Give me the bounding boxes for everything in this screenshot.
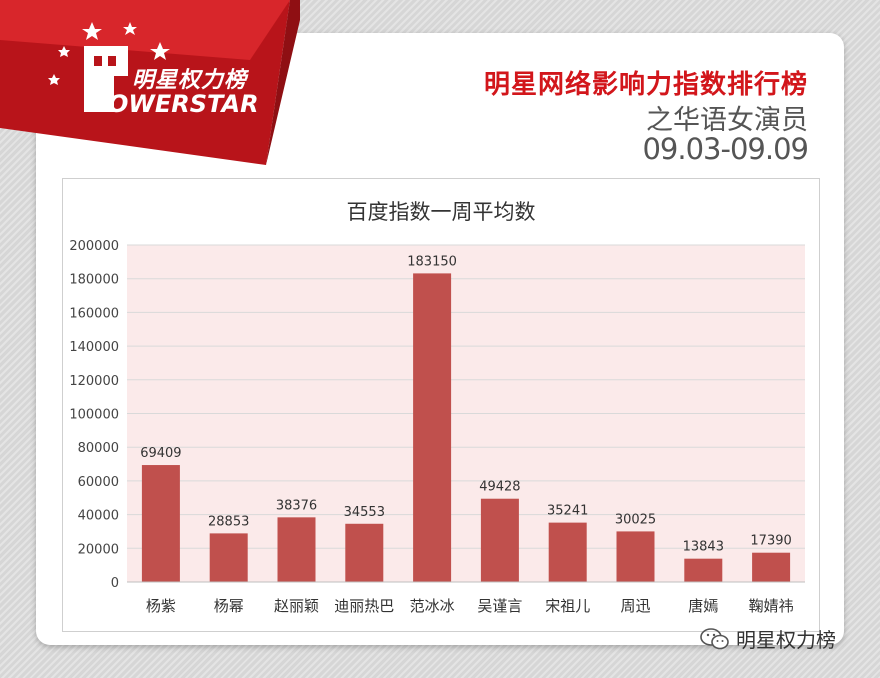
data-label: 30025 — [615, 512, 656, 527]
data-label: 69409 — [140, 446, 181, 461]
powerstar-banner — [0, 0, 300, 165]
x-tick-label: 吴谨言 — [477, 597, 522, 615]
x-tick-label: 范冰冰 — [410, 597, 455, 615]
star-icon — [58, 46, 70, 57]
bar-3 — [277, 517, 316, 582]
bar-7 — [548, 522, 587, 582]
y-tick-label: 20000 — [78, 542, 119, 557]
data-label: 49428 — [479, 480, 520, 495]
y-tick-label: 60000 — [78, 475, 119, 490]
x-tick-label: 唐嫣 — [688, 597, 718, 615]
plot-area: 0 20000 40000 60000 80000 100000 120000 140000 1… — [69, 239, 805, 615]
data-label: 28853 — [208, 514, 249, 529]
data-label: 35241 — [547, 504, 588, 519]
x-tick-label: 杨幂 — [214, 597, 244, 615]
logo-chinese-text: 明星权力榜 — [132, 68, 248, 93]
data-label: 38376 — [276, 498, 317, 513]
bar-5 — [413, 273, 452, 582]
bar-6 — [480, 498, 519, 582]
x-tick-label: 迪丽热巴 — [334, 597, 394, 615]
bar-2 — [209, 533, 248, 582]
y-tick-label: 100000 — [69, 408, 119, 423]
date-range: 09.03-09.09 — [642, 132, 809, 166]
x-tick-label: 周迅 — [620, 597, 650, 615]
x-tick-label: 杨紫 — [146, 597, 176, 615]
bar-1 — [141, 465, 180, 582]
y-tick-label: 140000 — [69, 340, 119, 355]
y-tick-label: 0 — [111, 576, 119, 591]
data-label: 13843 — [683, 540, 724, 555]
watermark-text: 明星权力榜 — [736, 628, 836, 652]
star-icon — [82, 22, 102, 40]
x-tick-label: 赵丽颖 — [274, 597, 319, 615]
y-tick-label: 40000 — [78, 509, 119, 524]
star-icon — [48, 74, 60, 85]
data-label: 183150 — [407, 254, 457, 269]
watermark: 明星权力榜 — [700, 624, 836, 653]
y-tick-label: 120000 — [69, 374, 119, 389]
data-label: 17390 — [750, 534, 791, 549]
page-title: 明星网络影响力指数排行榜 — [483, 70, 808, 100]
fist-p-logo-icon — [84, 46, 128, 112]
y-tick-label: 200000 — [69, 239, 119, 254]
bar-4 — [345, 523, 384, 582]
logo-english-text: OWERSTAR — [108, 90, 259, 118]
bar-chart: 百度指数一周平均数 0 20000 40000 60000 80000 100000 120… — [69, 200, 805, 615]
x-tick-label: 宋祖儿 — [545, 597, 590, 615]
bar-9 — [684, 558, 723, 582]
page-subtitle: 之华语女演员 — [646, 105, 808, 136]
y-tick-label: 80000 — [78, 441, 119, 456]
y-tick-label: 180000 — [69, 273, 119, 288]
wechat-icon — [700, 627, 729, 649]
star-icon — [123, 22, 137, 35]
data-label: 34553 — [344, 505, 385, 520]
bar-10 — [752, 552, 791, 582]
y-tick-label: 160000 — [69, 306, 119, 321]
bar-8 — [616, 531, 655, 582]
chart-container: 百度指数一周平均数 0 20000 40000 60000 80000 100000 120… — [62, 178, 820, 632]
x-tick-label: 鞠婧祎 — [749, 597, 794, 615]
star-icon — [150, 42, 170, 60]
chart-title: 百度指数一周平均数 — [347, 200, 536, 224]
